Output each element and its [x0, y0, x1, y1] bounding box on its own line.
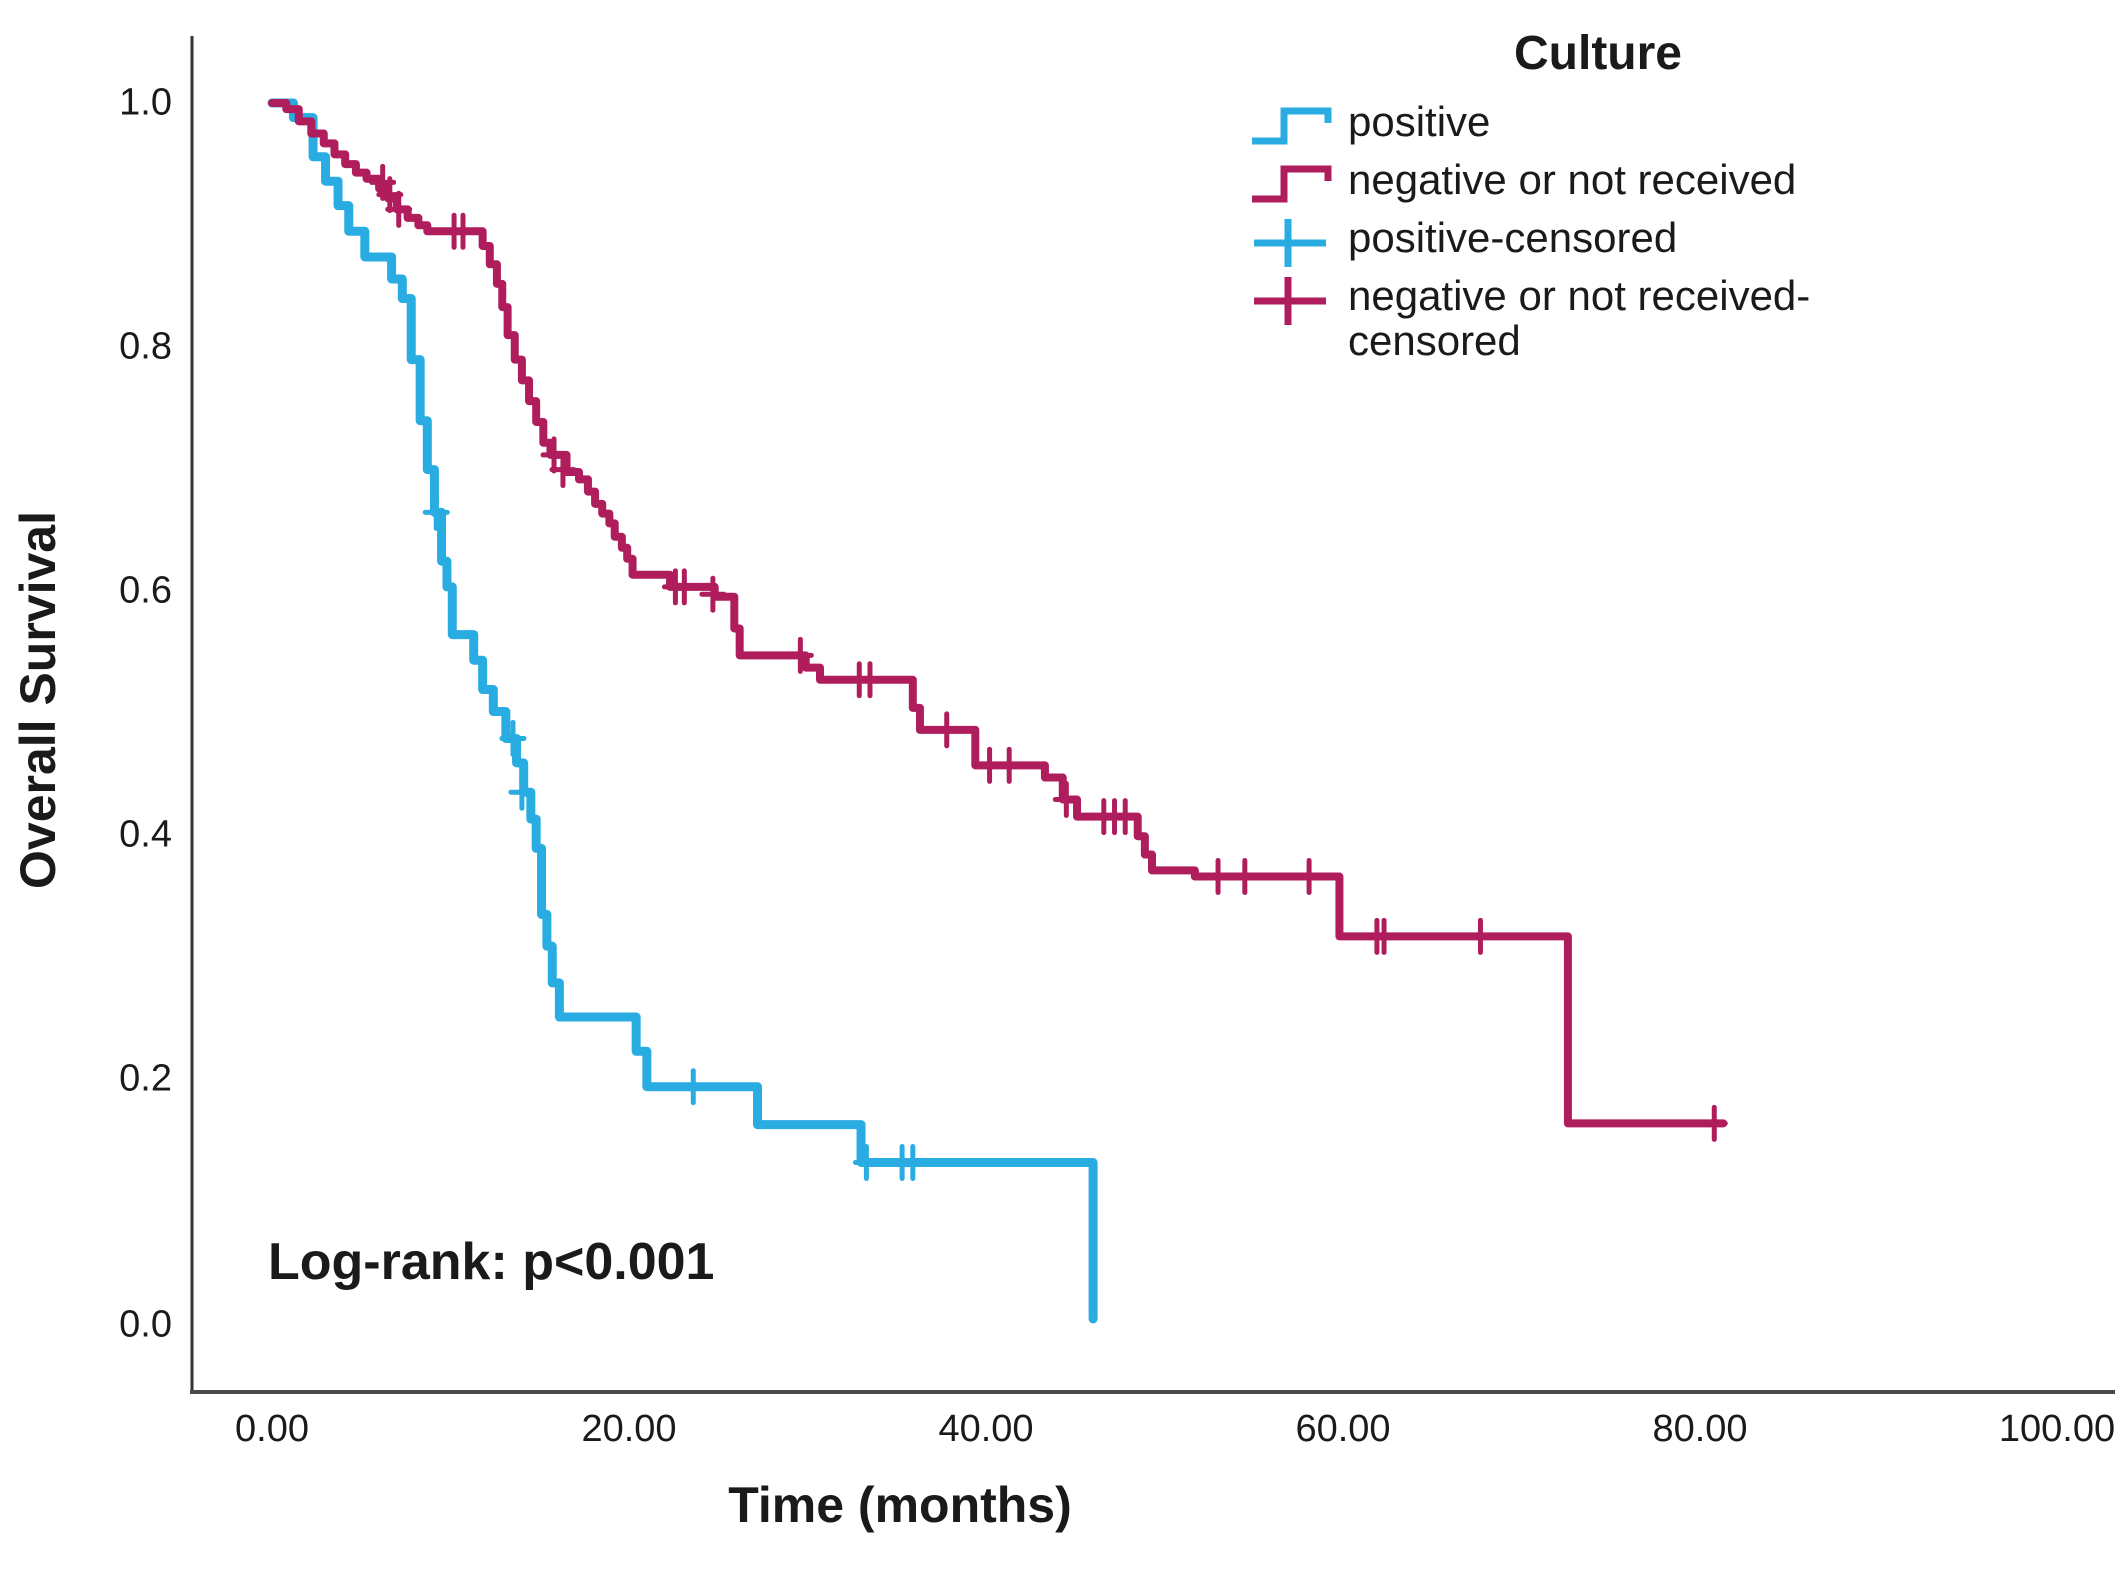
plus-censor-icon — [1254, 277, 1326, 325]
step-line-icon — [1252, 107, 1332, 145]
x-tick-label-3: 60.00 — [1295, 1408, 1391, 1450]
censor-marks-1 — [369, 163, 1728, 1142]
legend: Culture positive negative or not receive… — [1248, 26, 1948, 366]
x-tick-label-0: 0.00 — [235, 1408, 309, 1450]
y-tick-label-1: 0.8 — [119, 325, 172, 368]
censor-marks-0 — [422, 493, 927, 1181]
y-tick-label-0: 1.0 — [119, 81, 172, 124]
series-line-0 — [267, 98, 1098, 1324]
x-tick-label-5: 100.00 — [1998, 1408, 2116, 1450]
y-tick-label-5: 0.0 — [119, 1303, 172, 1346]
legend-item-positive: positive — [1248, 99, 1948, 155]
x-tick-label-1: 20.00 — [581, 1408, 677, 1450]
legend-label: positive — [1348, 98, 1491, 145]
legend-label: negative or not received-censored — [1348, 272, 1811, 365]
x-axis-title: Time (months) — [728, 1477, 1072, 1533]
legend-item-negative: negative or not received — [1248, 157, 1948, 213]
x-tick-label-4: 80.00 — [1652, 1408, 1748, 1450]
legend-item-positive-censored: positive-censored — [1248, 215, 1948, 271]
y-tick-label-3: 0.4 — [119, 813, 172, 856]
legend-item-negative-censored: negative or not received-censored — [1248, 273, 1948, 364]
series-line-1 — [268, 99, 1728, 1128]
y-tick-label-4: 0.2 — [119, 1057, 172, 1100]
legend-label: positive-censored — [1348, 214, 1678, 261]
y-axis-title: Overall Survival — [10, 510, 66, 890]
step-line-icon — [1252, 165, 1332, 203]
y-tick-label-2: 0.6 — [119, 569, 172, 612]
log-rank-annotation: Log-rank: p<0.001 — [268, 1233, 715, 1291]
legend-title: Culture — [1514, 27, 1682, 80]
x-tick-label-2: 40.00 — [938, 1408, 1034, 1450]
legend-label: negative or not received — [1348, 156, 1797, 203]
plus-censor-icon — [1254, 219, 1326, 267]
